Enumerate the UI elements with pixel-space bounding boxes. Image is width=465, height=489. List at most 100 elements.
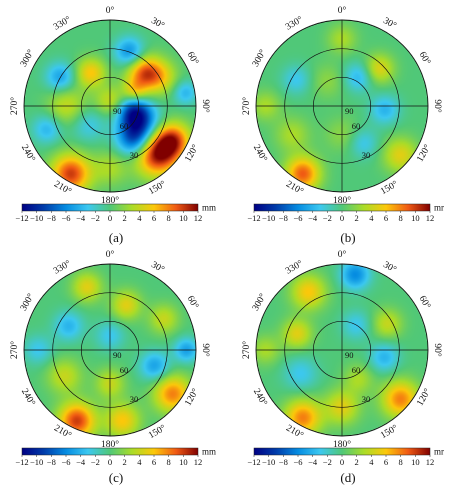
elevation-label-c-2: 30 xyxy=(130,394,139,404)
azimuth-label-a-270: 270° xyxy=(9,97,20,115)
colorbar-tick-label-b-11: 10 xyxy=(411,213,420,223)
colorbar-tick-label-d-1: −10 xyxy=(262,457,275,467)
colorbar-c xyxy=(21,447,199,456)
colorbar-tick-label-b-2: −8 xyxy=(279,213,288,223)
colorbar-unit-d: mr xyxy=(434,447,444,457)
colorbar-b xyxy=(253,203,431,212)
colorbar-tick-label-a-4: −4 xyxy=(76,213,86,223)
colorbar-tick-label-c-3: −6 xyxy=(61,457,70,467)
colorbar-tick-label-c-8: 4 xyxy=(137,457,142,467)
caption-b: (b) xyxy=(340,230,356,245)
elevation-label-c-1: 60 xyxy=(120,365,129,375)
panel-d: 0° 30° 60° 90° 120° 150° 180° 210° 240° 270° 300° 3… xyxy=(232,244,464,488)
colorbar-tick-label-a-11: 10 xyxy=(179,213,188,223)
colorbar-tick-label-d-12: 12 xyxy=(426,457,435,467)
colorbar-tick-label-a-9: 6 xyxy=(152,213,156,223)
elevation-label-b-0: 90 xyxy=(345,106,354,116)
colorbar-tick-label-b-8: 4 xyxy=(369,213,374,223)
colorbar-tick-label-d-3: −6 xyxy=(293,457,302,467)
colorbar-tick-label-a-8: 4 xyxy=(137,213,142,223)
caption-d: (d) xyxy=(340,470,356,485)
colorbar-tick-label-a-0: −12 xyxy=(15,213,28,223)
colorbar-tick-label-c-1: −10 xyxy=(30,457,43,467)
colorbar-tick-label-c-5: −2 xyxy=(91,457,100,467)
elevation-label-c-0: 90 xyxy=(113,350,122,360)
elevation-label-d-2: 30 xyxy=(362,394,371,404)
polar-skyplot-c: 0°30°60°90°120°150°180°210°240°270°300°3… xyxy=(9,249,216,467)
azimuth-label-b-180: 180° xyxy=(333,195,351,206)
panel-b: 0° 30° 60° 90° 120° 150° 180° 210° 240° 270° 300° 3… xyxy=(232,0,464,245)
colorbar-tick-label-d-7: 2 xyxy=(355,457,359,467)
azimuth-label-b-270: 270° xyxy=(241,97,252,115)
colorbar-tick-label-a-5: −2 xyxy=(91,213,100,223)
elevation-label-a-1: 60 xyxy=(120,121,129,131)
colorbar-tick-label-a-6: 0 xyxy=(108,213,112,223)
elevation-label-d-0: 90 xyxy=(345,350,354,360)
colorbar-tick-label-d-0: −12 xyxy=(247,457,260,467)
colorbar-tick-label-b-9: 6 xyxy=(384,213,388,223)
colorbar-tick-label-c-6: 0 xyxy=(108,457,112,467)
colorbar-unit-b: mr xyxy=(434,203,444,213)
colorbar-tick-label-d-9: 6 xyxy=(384,457,388,467)
azimuth-label-b-90: 90° xyxy=(432,99,443,113)
colorbar-tick-label-b-1: −10 xyxy=(262,213,275,223)
colorbar-tick-label-d-5: −2 xyxy=(323,457,332,467)
colorbar-tick-label-a-7: 2 xyxy=(123,213,127,223)
azimuth-label-a-90: 90° xyxy=(200,99,211,113)
elevation-label-b-1: 60 xyxy=(352,121,361,131)
colorbar-d xyxy=(253,447,431,456)
panel-c: 0° 30° 60° 90° 120° 150° 180° 210° 240° 270° 300° 3… xyxy=(0,244,232,488)
colorbar-tick-label-c-7: 2 xyxy=(123,457,127,467)
colorbar-tick-label-b-12: 12 xyxy=(426,213,435,223)
colorbar-tick-label-a-12: 12 xyxy=(194,213,203,223)
colorbar-tick-label-a-3: −6 xyxy=(61,213,70,223)
elevation-label-a-0: 90 xyxy=(113,106,122,116)
colorbar-tick-label-c-12: 12 xyxy=(194,457,203,467)
panel-a: 0° 30° 60° 90° 120° 150° 180° 210° 240° 270° 300° 3… xyxy=(0,0,232,245)
colorbar-tick-label-c-11: 10 xyxy=(179,457,188,467)
colorbar-a xyxy=(21,203,199,212)
caption-c: (c) xyxy=(108,470,124,485)
colorbar-tick-label-b-4: −4 xyxy=(308,213,318,223)
polar-skyplot-b: 0°30°60°90°120°150°180°210°240°270°300°3… xyxy=(241,5,444,223)
colorbar-tick-label-b-7: 2 xyxy=(355,213,359,223)
colorbar-tick-label-b-10: 8 xyxy=(399,213,403,223)
azimuth-label-c-270: 270° xyxy=(9,341,20,359)
caption-a: (a) xyxy=(108,230,124,245)
colorbar-unit-c: mm xyxy=(202,447,216,457)
colorbar-tick-label-d-2: −8 xyxy=(279,457,288,467)
colorbar-unit-a: mm xyxy=(202,203,216,213)
azimuth-label-a-0: 0° xyxy=(106,5,115,16)
azimuth-label-d-90: 90° xyxy=(432,343,443,357)
colorbar-tick-label-c-0: −12 xyxy=(15,457,28,467)
azimuth-label-d-0: 0° xyxy=(338,249,347,260)
elevation-label-b-2: 30 xyxy=(362,150,371,160)
colorbar-tick-label-a-2: −8 xyxy=(47,213,56,223)
azimuth-label-b-0: 0° xyxy=(338,5,347,16)
azimuth-label-d-180: 180° xyxy=(333,439,351,450)
colorbar-tick-label-c-2: −8 xyxy=(47,457,56,467)
colorbar-tick-label-a-1: −10 xyxy=(30,213,43,223)
colorbar-tick-label-b-0: −12 xyxy=(247,213,260,223)
colorbar-tick-label-c-10: 8 xyxy=(167,457,171,467)
azimuth-label-c-0: 0° xyxy=(106,249,115,260)
polar-skyplot-a: 0°30°60°90°120°150°180°210°240°270°300°3… xyxy=(9,5,216,223)
colorbar-tick-label-c-4: −4 xyxy=(76,457,86,467)
polar-skyplot-d: 0°30°60°90°120°150°180°210°240°270°300°3… xyxy=(241,249,444,467)
azimuth-label-c-90: 90° xyxy=(200,343,211,357)
colorbar-tick-label-d-6: 0 xyxy=(340,457,344,467)
elevation-label-d-1: 60 xyxy=(352,365,361,375)
colorbar-tick-label-b-6: 0 xyxy=(340,213,344,223)
colorbar-tick-label-d-10: 8 xyxy=(399,457,403,467)
colorbar-tick-label-a-10: 8 xyxy=(167,213,171,223)
colorbar-tick-label-c-9: 6 xyxy=(152,457,156,467)
colorbar-tick-label-d-11: 10 xyxy=(411,457,420,467)
azimuth-label-a-180: 180° xyxy=(101,195,119,206)
colorbar-tick-label-b-5: −2 xyxy=(323,213,332,223)
azimuth-label-d-270: 270° xyxy=(241,341,252,359)
azimuth-label-c-180: 180° xyxy=(101,439,119,450)
colorbar-tick-label-d-8: 4 xyxy=(369,457,374,467)
colorbar-tick-label-d-4: −4 xyxy=(308,457,318,467)
elevation-label-a-2: 30 xyxy=(130,150,139,160)
colorbar-tick-label-b-3: −6 xyxy=(293,213,302,223)
